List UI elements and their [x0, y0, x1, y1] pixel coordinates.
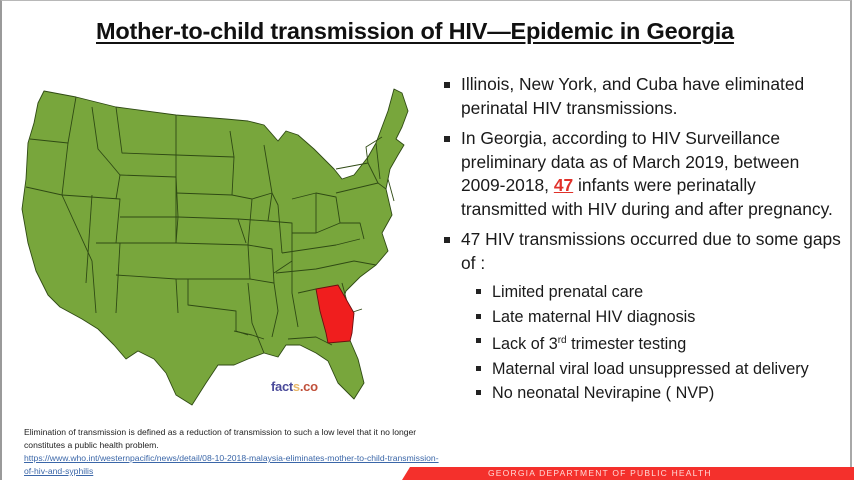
footnote-text: Elimination of transmission is defined a… [24, 427, 417, 450]
who-source-link[interactable]: https://www.who.int/westernpacific/news/… [24, 453, 439, 476]
sub-bullet-third-trimester: Lack of 3rd trimester testing [476, 331, 844, 355]
georgia-state [315, 284, 355, 344]
sub-bullet-nevirapine: No neonatal Nevirapine ( NVP) [476, 383, 844, 404]
infant-count-highlight: 47 [553, 175, 574, 195]
sub-bullet-prenatal-care: Limited prenatal care [476, 282, 844, 303]
footnote: Elimination of transmission is defined a… [24, 426, 444, 478]
slide-title: Mother-to-child transmission of HIV—Epid… [96, 18, 734, 44]
sub-bullet-viral-load: Maternal viral load unsuppressed at deli… [476, 359, 844, 380]
bullet-georgia-data: In Georgia, according to HIV Surveillanc… [444, 127, 844, 221]
bullet-eliminated-states: Illinois, New York, and Cuba have elimin… [444, 73, 844, 120]
bullet-gaps: 47 HIV transmissions occurred due to som… [444, 228, 844, 275]
us-outline [21, 88, 409, 406]
bullet-list: Illinois, New York, and Cuba have elimin… [444, 73, 844, 408]
sub-bullet-late-diagnosis: Late maternal HIV diagnosis [476, 307, 844, 328]
footer-banner-text: GEORGIA DEPARTMENT OF PUBLIC HEALTH [488, 468, 712, 478]
footer-banner [402, 467, 854, 480]
us-map-image [21, 88, 409, 406]
factsco-watermark: facts.co [271, 379, 318, 394]
